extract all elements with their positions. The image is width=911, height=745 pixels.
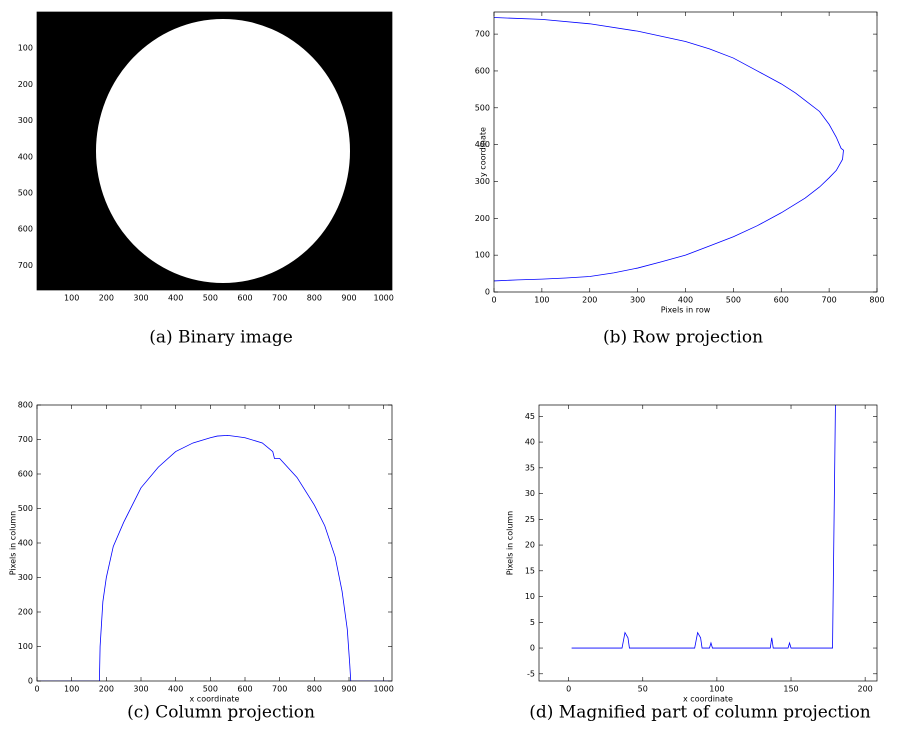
- y-tick-label: 5: [530, 618, 535, 627]
- x-tick-label: 500: [203, 685, 218, 694]
- caption: (c) Column projection: [127, 703, 315, 723]
- x-tick-label: 300: [630, 296, 645, 305]
- x-tick-label: 150: [783, 685, 798, 694]
- x-tick-label: 200: [99, 685, 114, 694]
- axes-frame: [37, 405, 392, 681]
- x-tick-label: 200: [857, 685, 872, 694]
- y-tick-label: 300: [475, 177, 490, 186]
- x-tick-label: 50: [638, 685, 648, 694]
- y-tick-label: 15: [525, 566, 535, 575]
- axes-frame: [494, 12, 877, 292]
- x-tick-label: 700: [272, 685, 287, 694]
- y-tick-label: 100: [18, 642, 33, 651]
- y-tick-label: 600: [18, 470, 33, 479]
- y-tick-label: 0: [28, 677, 33, 686]
- x-tick-label: 500: [203, 294, 218, 303]
- y-tick-label: 10: [525, 592, 535, 601]
- caption: (b) Row projection: [603, 328, 763, 348]
- y-tick-label: 0: [530, 644, 535, 653]
- y-tick-label: 700: [18, 435, 33, 444]
- x-tick-label: 0: [566, 685, 571, 694]
- y-tick-label: 35: [525, 463, 535, 472]
- y-tick-label: 500: [18, 504, 33, 513]
- x-tick-label: 700: [821, 296, 836, 305]
- y-tick-label: 45: [525, 412, 535, 421]
- x-tick-label: 400: [168, 294, 183, 303]
- x-tick-label: 900: [341, 685, 356, 694]
- y-tick-label: 0: [485, 288, 490, 297]
- x-tick-label: 300: [133, 294, 148, 303]
- x-tick-label: 300: [133, 685, 148, 694]
- y-tick-label: 100: [18, 44, 33, 53]
- y-axis-label: Pixels in column: [506, 511, 515, 576]
- caption: (a) Binary image: [149, 328, 293, 348]
- y-tick-label: 700: [18, 261, 33, 270]
- y-tick-label: 40: [525, 438, 535, 447]
- data-line: [572, 401, 836, 648]
- x-tick-label: 400: [168, 685, 183, 694]
- x-tick-label: 1000: [374, 294, 394, 303]
- x-tick-label: 100: [534, 296, 549, 305]
- y-tick-label: 200: [475, 214, 490, 223]
- axes-frame: [539, 405, 877, 681]
- x-tick-label: 200: [99, 294, 114, 303]
- figure: 1002003004005006007008009001000100200300…: [0, 0, 911, 745]
- y-axis-label: y coordinate: [479, 127, 488, 177]
- x-tick-label: 600: [237, 294, 252, 303]
- data-line: [37, 435, 392, 681]
- y-tick-label: 200: [18, 608, 33, 617]
- x-tick-label: 400: [678, 296, 693, 305]
- y-tick-label: 200: [18, 80, 33, 89]
- y-tick-label: 100: [475, 251, 490, 260]
- y-tick-label: 800: [18, 401, 33, 410]
- y-tick-label: 300: [18, 116, 33, 125]
- x-tick-label: 600: [774, 296, 789, 305]
- x-tick-label: 800: [307, 685, 322, 694]
- y-tick-label: 20: [525, 541, 535, 550]
- y-tick-label: 700: [475, 30, 490, 39]
- x-tick-label: 100: [709, 685, 724, 694]
- y-tick-label: -5: [527, 669, 535, 678]
- y-tick-label: 600: [18, 225, 33, 234]
- x-tick-label: 700: [272, 294, 287, 303]
- y-tick-label: 300: [18, 573, 33, 582]
- x-tick-label: 100: [64, 294, 79, 303]
- y-axis-label: Pixels in column: [9, 511, 18, 576]
- data-line: [494, 18, 843, 281]
- y-tick-label: 500: [18, 188, 33, 197]
- y-tick-label: 500: [475, 103, 490, 112]
- y-tick-label: 400: [18, 539, 33, 548]
- x-tick-label: 100: [64, 685, 79, 694]
- caption: (d) Magnified part of column projection: [529, 703, 871, 723]
- x-tick-label: 1000: [374, 685, 394, 694]
- image-disc: [96, 19, 350, 283]
- x-tick-label: 0: [34, 685, 39, 694]
- x-tick-label: 0: [491, 296, 496, 305]
- x-axis-label: Pixels in row: [661, 306, 711, 315]
- x-tick-label: 800: [307, 294, 322, 303]
- x-tick-label: 900: [341, 294, 356, 303]
- y-tick-label: 600: [475, 66, 490, 75]
- x-tick-label: 200: [582, 296, 597, 305]
- x-tick-label: 500: [726, 296, 741, 305]
- y-tick-label: 30: [525, 489, 535, 498]
- y-tick-label: 25: [525, 515, 535, 524]
- x-tick-label: 600: [237, 685, 252, 694]
- x-tick-label: 800: [869, 296, 884, 305]
- y-tick-label: 400: [18, 152, 33, 161]
